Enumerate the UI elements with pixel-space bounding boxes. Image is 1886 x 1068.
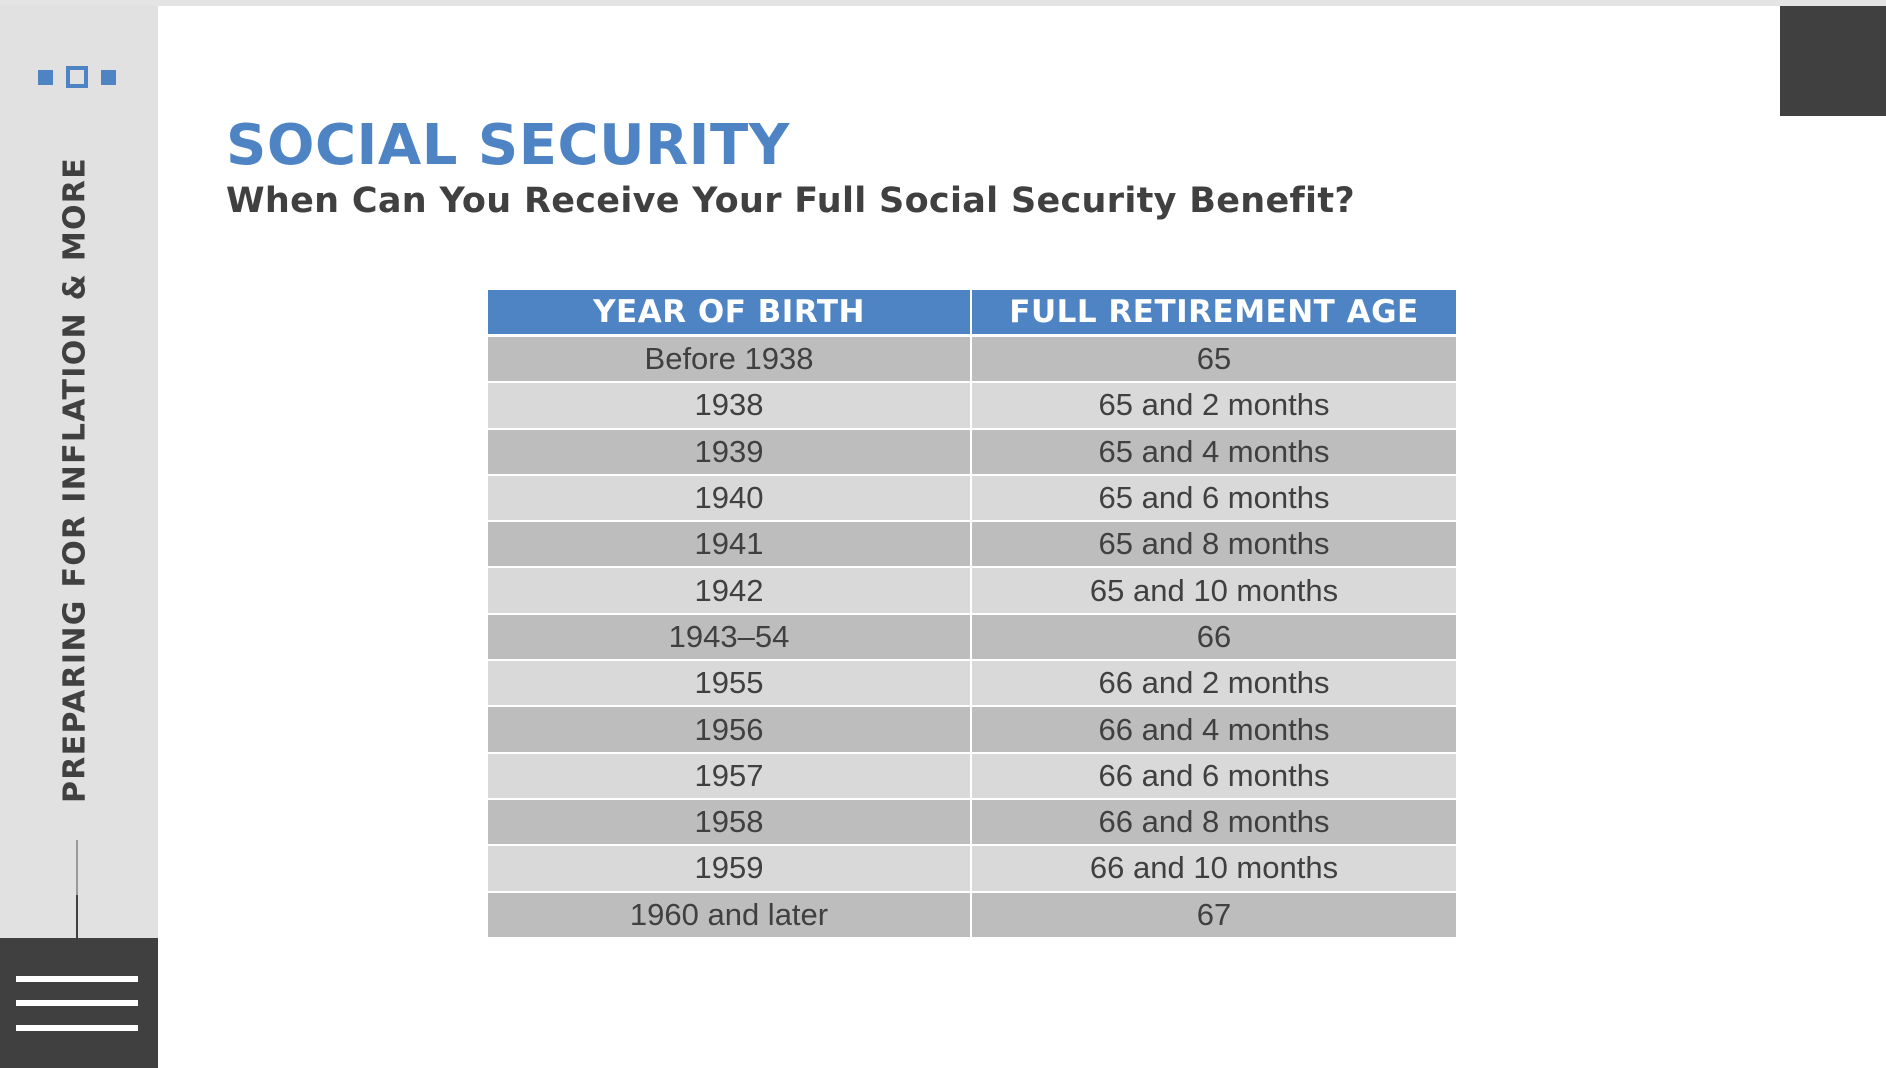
table-row: 1943–54 66 bbox=[488, 614, 1456, 660]
slide-indicator bbox=[38, 66, 116, 88]
retirement-age-table: YEAR OF BIRTH FULL RETIREMENT AGE Before… bbox=[488, 290, 1456, 939]
cell-full-retirement-age: 65 and 8 months bbox=[972, 522, 1456, 567]
hamburger-menu-icon-line bbox=[16, 1000, 138, 1006]
section-vertical-title: PREPARING FOR INFLATION & MORE bbox=[57, 156, 93, 804]
cell-year-of-birth: 1941 bbox=[488, 522, 970, 567]
slide-sidebar: PREPARING FOR INFLATION & MORE bbox=[0, 6, 158, 1068]
cell-year-of-birth: 1956 bbox=[488, 707, 970, 752]
slide-dot-current-icon[interactable] bbox=[66, 66, 88, 88]
table-row: Before 1938 65 bbox=[488, 337, 1456, 382]
cell-year-of-birth: 1959 bbox=[488, 846, 970, 891]
cell-year-of-birth: Before 1938 bbox=[488, 337, 970, 382]
cell-full-retirement-age: 65 and 6 months bbox=[972, 475, 1456, 521]
hamburger-menu-icon-line bbox=[16, 1025, 138, 1031]
table-body: Before 1938 65 1938 65 and 2 months 1939… bbox=[488, 337, 1456, 937]
cell-full-retirement-age: 66 bbox=[972, 614, 1456, 660]
slide-dot-icon[interactable] bbox=[38, 69, 53, 85]
table-row: 1956 66 and 4 months bbox=[488, 707, 1456, 752]
cell-year-of-birth: 1957 bbox=[488, 753, 970, 798]
cell-full-retirement-age: 66 and 4 months bbox=[972, 707, 1456, 752]
cell-year-of-birth: 1942 bbox=[488, 568, 970, 613]
cell-full-retirement-age: 66 and 2 months bbox=[972, 661, 1456, 706]
table-row: 1942 65 and 10 months bbox=[488, 568, 1456, 613]
table-row: 1941 65 and 8 months bbox=[488, 522, 1456, 567]
column-header-full-retirement-age: FULL RETIREMENT AGE bbox=[970, 290, 1456, 334]
cell-year-of-birth: 1939 bbox=[488, 429, 970, 474]
cell-year-of-birth: 1943–54 bbox=[488, 614, 970, 660]
hamburger-menu-icon-line bbox=[16, 976, 138, 982]
page-subtitle: When Can You Receive Your Full Social Se… bbox=[226, 181, 1355, 221]
cell-full-retirement-age: 67 bbox=[972, 892, 1456, 937]
table-header: YEAR OF BIRTH FULL RETIREMENT AGE bbox=[488, 290, 1456, 334]
table-row: 1955 66 and 2 months bbox=[488, 661, 1456, 706]
table-row: 1958 66 and 8 months bbox=[488, 799, 1456, 845]
cell-year-of-birth: 1958 bbox=[488, 799, 970, 845]
page-title: SOCIAL SECURITY bbox=[226, 113, 790, 178]
cell-year-of-birth: 1938 bbox=[488, 383, 970, 428]
menu-button[interactable] bbox=[0, 938, 158, 1068]
corner-accent-block bbox=[1780, 6, 1886, 116]
vertical-divider bbox=[76, 840, 78, 944]
cell-year-of-birth: 1940 bbox=[488, 475, 970, 521]
cell-full-retirement-age: 65 and 4 months bbox=[972, 429, 1456, 474]
table-row: 1960 and later 67 bbox=[488, 892, 1456, 937]
cell-full-retirement-age: 66 and 6 months bbox=[972, 753, 1456, 798]
cell-full-retirement-age: 65 and 10 months bbox=[972, 568, 1456, 613]
cell-full-retirement-age: 66 and 8 months bbox=[972, 799, 1456, 845]
cell-full-retirement-age: 65 bbox=[972, 337, 1456, 382]
slide-dot-icon[interactable] bbox=[101, 69, 116, 85]
table-row: 1959 66 and 10 months bbox=[488, 846, 1456, 891]
table-row: 1940 65 and 6 months bbox=[488, 475, 1456, 521]
table-row: 1939 65 and 4 months bbox=[488, 429, 1456, 474]
cell-full-retirement-age: 65 and 2 months bbox=[972, 383, 1456, 428]
cell-year-of-birth: 1960 and later bbox=[488, 892, 970, 937]
cell-full-retirement-age: 66 and 10 months bbox=[972, 846, 1456, 891]
column-header-year-of-birth: YEAR OF BIRTH bbox=[593, 294, 865, 330]
table-row: 1938 65 and 2 months bbox=[488, 383, 1456, 428]
cell-year-of-birth: 1955 bbox=[488, 661, 970, 706]
window-top-border bbox=[0, 0, 1886, 6]
table-row: 1957 66 and 6 months bbox=[488, 753, 1456, 798]
